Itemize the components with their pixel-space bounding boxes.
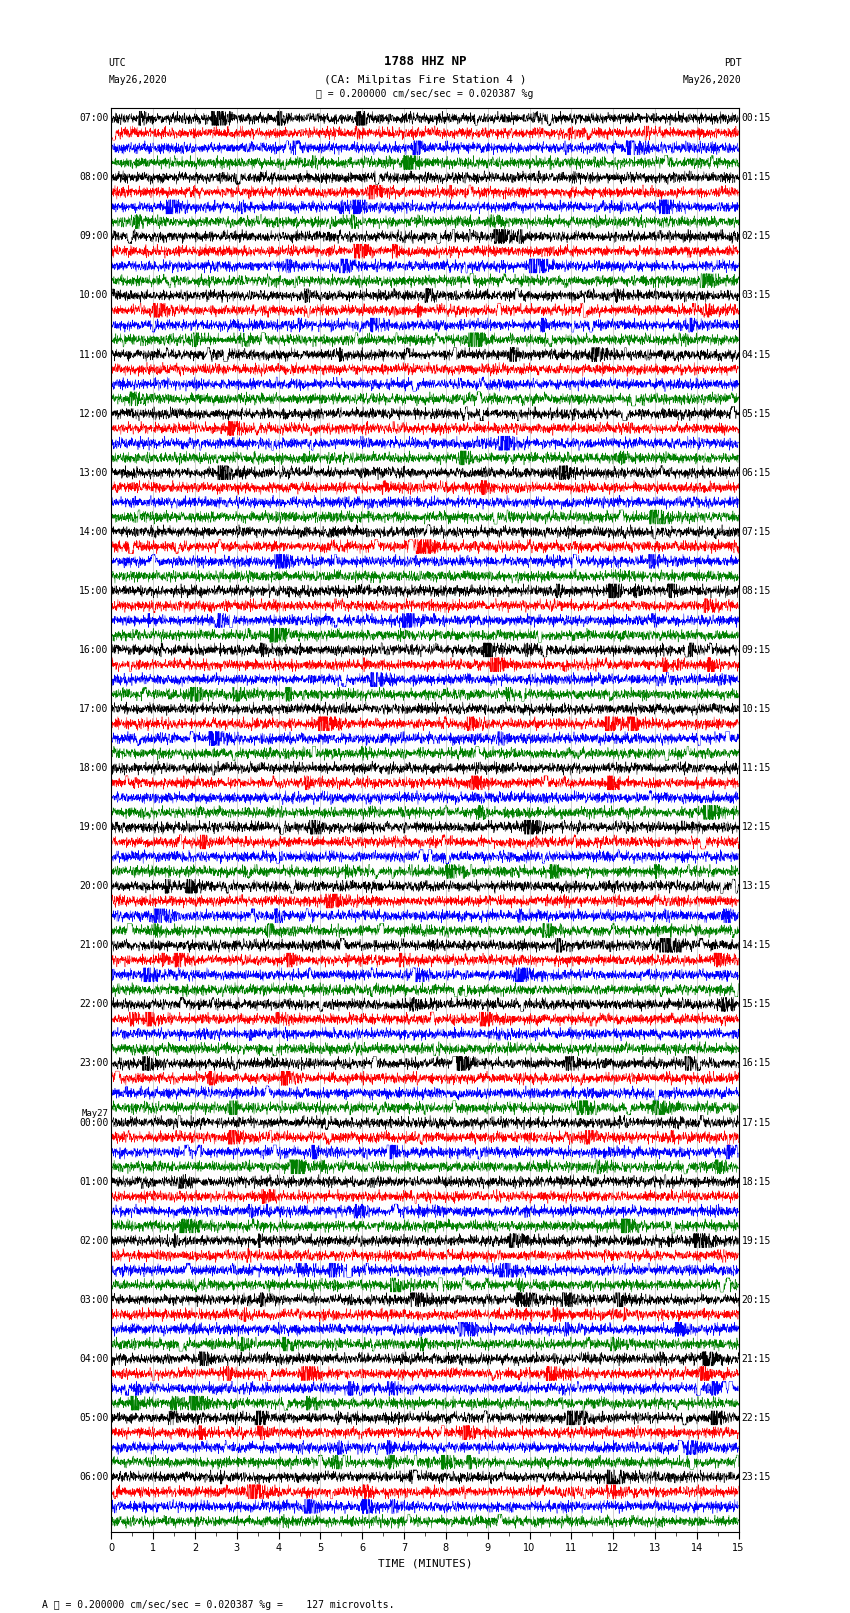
Text: 07:15: 07:15 [742, 527, 771, 537]
Text: 19:15: 19:15 [742, 1236, 771, 1245]
Text: 22:15: 22:15 [742, 1413, 771, 1423]
Text: 14:15: 14:15 [742, 940, 771, 950]
Text: 05:15: 05:15 [742, 408, 771, 419]
Text: 17:00: 17:00 [79, 703, 108, 715]
Text: 12:00: 12:00 [79, 408, 108, 419]
Text: May26,2020: May26,2020 [108, 76, 167, 85]
Text: 00:15: 00:15 [742, 113, 771, 123]
Text: 1788 HHZ NP: 1788 HHZ NP [383, 55, 467, 68]
Text: 21:00: 21:00 [79, 940, 108, 950]
Text: 06:15: 06:15 [742, 468, 771, 477]
Text: 06:00: 06:00 [79, 1473, 108, 1482]
Text: 07:00: 07:00 [79, 113, 108, 123]
Text: A ⏐ = 0.200000 cm/sec/sec = 0.020387 %g =    127 microvolts.: A ⏐ = 0.200000 cm/sec/sec = 0.020387 %g … [42, 1600, 395, 1610]
Text: 17:15: 17:15 [742, 1118, 771, 1127]
Text: 13:00: 13:00 [79, 468, 108, 477]
Text: 08:15: 08:15 [742, 586, 771, 595]
Text: 03:15: 03:15 [742, 290, 771, 300]
X-axis label: TIME (MINUTES): TIME (MINUTES) [377, 1560, 473, 1569]
Text: 14:00: 14:00 [79, 527, 108, 537]
Text: 18:00: 18:00 [79, 763, 108, 773]
Text: 04:15: 04:15 [742, 350, 771, 360]
Text: 22:00: 22:00 [79, 1000, 108, 1010]
Text: PDT: PDT [724, 58, 742, 68]
Text: 01:15: 01:15 [742, 173, 771, 182]
Text: 10:00: 10:00 [79, 290, 108, 300]
Text: 20:00: 20:00 [79, 881, 108, 892]
Text: 09:15: 09:15 [742, 645, 771, 655]
Text: 09:00: 09:00 [79, 231, 108, 242]
Text: 20:15: 20:15 [742, 1295, 771, 1305]
Text: 19:00: 19:00 [79, 823, 108, 832]
Text: 03:00: 03:00 [79, 1295, 108, 1305]
Text: 02:15: 02:15 [742, 231, 771, 242]
Text: May27: May27 [82, 1110, 108, 1118]
Text: ⏐ = 0.200000 cm/sec/sec = 0.020387 %g: ⏐ = 0.200000 cm/sec/sec = 0.020387 %g [316, 89, 534, 100]
Text: 16:00: 16:00 [79, 645, 108, 655]
Text: 15:15: 15:15 [742, 1000, 771, 1010]
Text: May26,2020: May26,2020 [683, 76, 742, 85]
Text: 12:15: 12:15 [742, 823, 771, 832]
Text: 11:15: 11:15 [742, 763, 771, 773]
Text: 01:00: 01:00 [79, 1176, 108, 1187]
Text: 05:00: 05:00 [79, 1413, 108, 1423]
Text: 21:15: 21:15 [742, 1353, 771, 1365]
Text: (CA: Milpitas Fire Station 4 ): (CA: Milpitas Fire Station 4 ) [324, 76, 526, 85]
Text: 16:15: 16:15 [742, 1058, 771, 1068]
Text: 23:00: 23:00 [79, 1058, 108, 1068]
Text: 23:15: 23:15 [742, 1473, 771, 1482]
Text: 11:00: 11:00 [79, 350, 108, 360]
Text: 13:15: 13:15 [742, 881, 771, 892]
Text: 08:00: 08:00 [79, 173, 108, 182]
Text: 02:00: 02:00 [79, 1236, 108, 1245]
Text: 15:00: 15:00 [79, 586, 108, 595]
Text: 04:00: 04:00 [79, 1353, 108, 1365]
Text: UTC: UTC [108, 58, 126, 68]
Text: 00:00: 00:00 [79, 1118, 108, 1127]
Text: 10:15: 10:15 [742, 703, 771, 715]
Text: 18:15: 18:15 [742, 1176, 771, 1187]
